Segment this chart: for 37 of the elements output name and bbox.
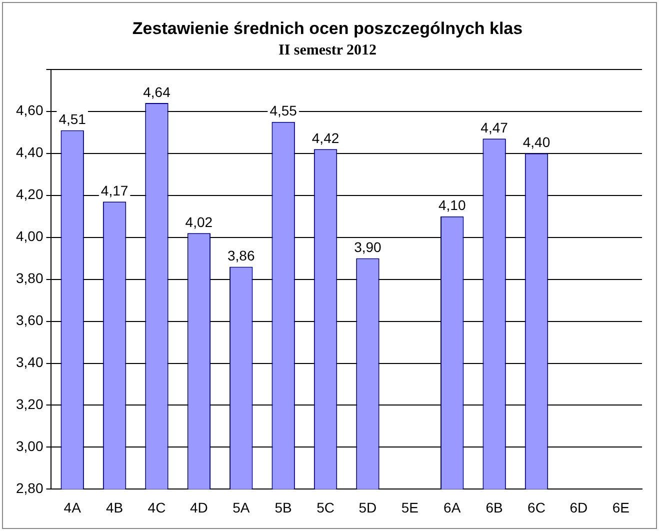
data-label: 4,10 [438,197,466,214]
y-tick-label: 2,80 [16,480,44,496]
x-tick-label: 6C [528,499,546,516]
data-label: 4,47 [480,120,508,136]
x-tick-label: 4C [148,499,166,516]
y-tick-label: 3,00 [16,438,44,454]
data-label: 4,64 [143,84,171,100]
y-tick-label: 3,20 [16,396,44,412]
y-tick-label: 3,60 [16,312,44,328]
y-tick-label: 4,20 [16,186,44,202]
chart-title: Zestawienie średnich ocen poszczególnych klas [132,18,523,38]
x-tick-label: 4A [64,499,82,516]
y-tick-label: 3,80 [16,270,44,286]
x-tick-label: 4B [106,499,124,516]
data-label: 4,40 [522,134,550,150]
data-label: 4,17 [100,182,128,198]
y-tick-label: 4,40 [16,144,44,160]
data-label: 4,02 [185,214,213,230]
x-tick-label: 6B [486,499,503,516]
x-tick-label: 6E [612,499,630,516]
x-tick-label: 5C [316,499,334,516]
x-tick-label: 6A [444,499,462,516]
x-tick-label: 5D [358,499,377,516]
y-tick-label: 4,00 [16,228,44,244]
chart-subtitle: II semestr 2012 [278,42,377,58]
y-tick-label: 4,60 [16,102,44,118]
data-label: 3,86 [228,248,255,264]
data-label: 4,51 [58,111,86,128]
x-tick-label: 4D [190,499,208,516]
x-tick-label: 5E [401,499,418,516]
x-tick-label: 5B [274,499,292,516]
x-tick-label: 6D [570,499,588,516]
y-tick-label: 3,40 [16,354,44,370]
data-label: 3,90 [354,239,382,256]
data-label: 4,42 [312,130,340,146]
x-tick-label: 5A [232,499,250,516]
data-label: 4,55 [270,102,298,119]
